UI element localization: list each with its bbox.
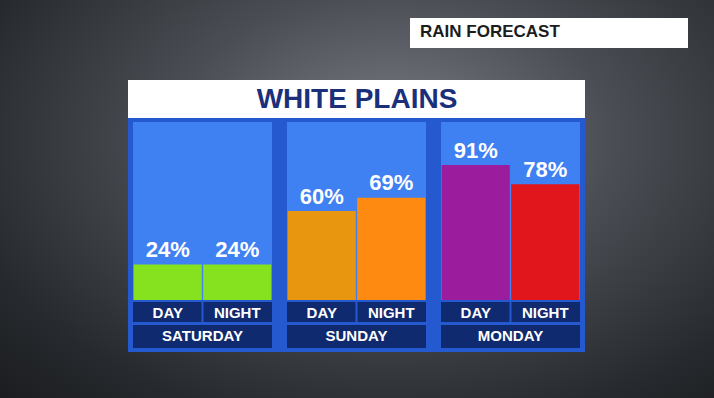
svg-text:DAY: DAY <box>307 304 337 321</box>
svg-text:78%: 78% <box>523 157 567 182</box>
svg-text:MONDAY: MONDAY <box>478 327 543 344</box>
svg-text:24%: 24% <box>146 237 190 262</box>
svg-text:91%: 91% <box>454 138 498 163</box>
svg-text:NIGHT: NIGHT <box>368 304 415 321</box>
svg-text:69%: 69% <box>369 170 413 195</box>
svg-text:SUNDAY: SUNDAY <box>326 327 388 344</box>
svg-text:RAIN FORECAST: RAIN FORECAST <box>420 22 560 41</box>
svg-text:WHITE PLAINS: WHITE PLAINS <box>257 83 458 114</box>
svg-text:SATURDAY: SATURDAY <box>162 327 243 344</box>
svg-text:DAY: DAY <box>461 304 491 321</box>
svg-text:DAY: DAY <box>153 304 183 321</box>
svg-text:NIGHT: NIGHT <box>214 304 261 321</box>
svg-text:60%: 60% <box>300 184 344 209</box>
svg-text:NIGHT: NIGHT <box>522 304 569 321</box>
svg-text:24%: 24% <box>215 237 259 262</box>
